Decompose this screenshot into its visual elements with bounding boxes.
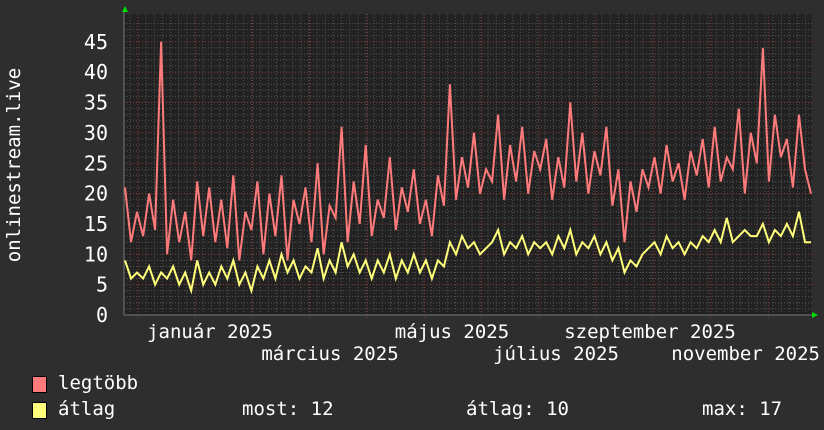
plot-background bbox=[124, 14, 812, 315]
legend-label-atlag: átlag bbox=[58, 398, 116, 420]
y-axis: 0 5 10 15 20 25 30 35 40 45 bbox=[84, 30, 108, 327]
x-axis-arrow-icon bbox=[812, 312, 818, 318]
y-axis-arrow-icon bbox=[122, 6, 128, 12]
y-tick-label: 25 bbox=[84, 151, 108, 175]
y-tick-label: 30 bbox=[84, 121, 108, 145]
legend-swatch-atlag bbox=[32, 402, 47, 419]
legend-swatch-legtobb bbox=[32, 376, 47, 393]
series-lines bbox=[124, 41, 812, 295]
y-axis-label: onlinestream.live bbox=[3, 68, 25, 262]
x-tick-label: január 2025 bbox=[147, 321, 273, 343]
grid bbox=[123, 12, 812, 318]
stat-average: átlag: 10 bbox=[466, 398, 569, 420]
x-tick-label: szeptember 2025 bbox=[564, 321, 736, 343]
x-tick-label: március 2025 bbox=[261, 343, 398, 365]
legend-label-legtobb: legtöbb bbox=[58, 372, 139, 394]
y-tick-label: 10 bbox=[84, 242, 108, 266]
y-tick-label: 0 bbox=[96, 303, 108, 327]
stat-now: most: 12 bbox=[242, 398, 334, 420]
x-tick-label: július 2025 bbox=[493, 343, 619, 365]
y-tick-label: 35 bbox=[84, 91, 108, 115]
y-tick-label: 20 bbox=[84, 182, 108, 206]
y-tick-label: 15 bbox=[84, 212, 108, 236]
x-tick-label: május 2025 bbox=[395, 321, 509, 343]
y-tick-label: 45 bbox=[84, 30, 108, 54]
y-tick-label: 5 bbox=[96, 273, 108, 297]
x-tick-label: november 2025 bbox=[671, 343, 820, 365]
stat-max: max: 17 bbox=[702, 398, 783, 420]
y-tick-label: 40 bbox=[84, 60, 108, 84]
